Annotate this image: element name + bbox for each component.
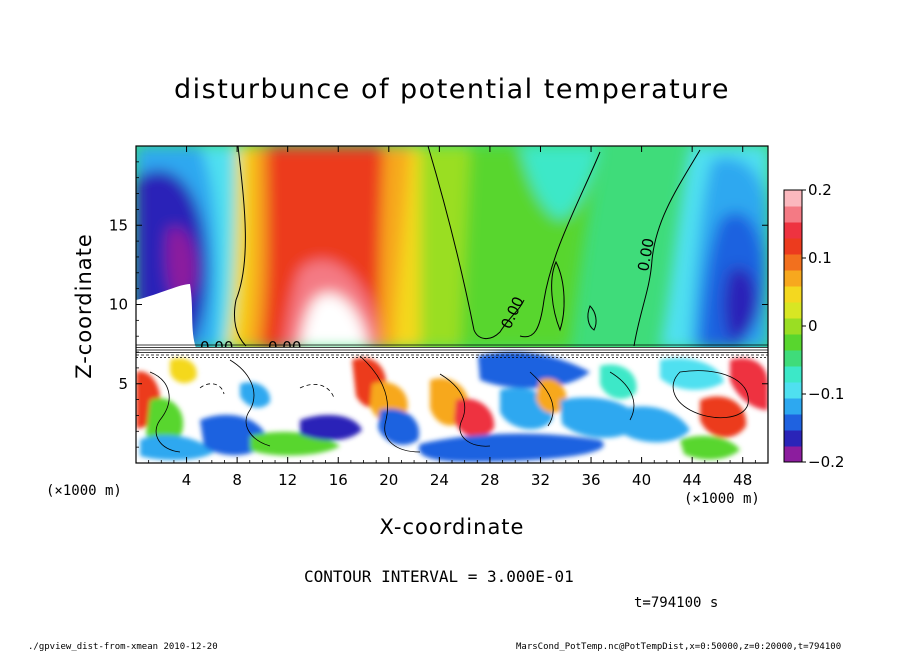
- lower-contour-2: [229, 359, 271, 447]
- blob-l: [478, 351, 590, 389]
- x-tick-label: 4: [182, 471, 192, 489]
- x-tick-label: 48: [733, 471, 752, 489]
- lower-field: [136, 347, 768, 463]
- x-tick-label: 24: [430, 471, 449, 489]
- colorbar-tick-label: 0.2: [808, 181, 832, 199]
- colorbar-swatch: [784, 398, 802, 415]
- footer-file-info: MarsCond_PotTemp.nc@PotTempDist,x=0:5000…: [516, 642, 842, 652]
- blob-v: [680, 435, 740, 460]
- colorbar-swatch: [784, 206, 802, 223]
- blob-i: [378, 408, 420, 445]
- blob-w: [240, 382, 271, 408]
- blob-k: [454, 398, 495, 438]
- x-axis: 4 8 12 16 20 24 28 32 36 40 44 48: [148, 146, 756, 489]
- colorbar-swatch: [784, 190, 802, 207]
- blob-q: [600, 364, 637, 399]
- x-tick-label: 36: [581, 471, 600, 489]
- blob-f: [300, 415, 362, 441]
- field-right-dark-blue: [724, 267, 759, 340]
- blob-r: [620, 406, 690, 443]
- blob-c: [140, 435, 214, 461]
- colorbar-swatch: [784, 446, 802, 463]
- lower-contours: [149, 355, 749, 453]
- upper-field: [136, 146, 768, 348]
- colorbar-tick-label: −0.1: [808, 385, 844, 403]
- lower-contour-4: [439, 373, 491, 447]
- colorbar-swatch: [784, 382, 802, 399]
- blob-x: [170, 358, 197, 384]
- x-tick-label: 12: [278, 471, 297, 489]
- lower-contour-dashed-1: [199, 383, 225, 395]
- contour-line-left: [233, 146, 247, 347]
- colorbar: 0.2 0.1 0 −0.1 −0.2: [783, 181, 844, 471]
- blob-o: [418, 433, 604, 462]
- x-tick-label: 28: [480, 471, 499, 489]
- y-tick-label: 15: [109, 216, 128, 234]
- colorbar-swatch: [784, 414, 802, 431]
- footer-script-info: ./gpview_dist-from-xmean 2010-12-20: [28, 642, 218, 652]
- x-tick-label: 32: [531, 471, 550, 489]
- contour-line-center-left: [427, 146, 525, 339]
- field-left-purple: [166, 227, 196, 300]
- contour-line-center-right: [519, 151, 601, 338]
- field-teal-top: [520, 146, 600, 220]
- colorbar-swatch: [784, 350, 802, 367]
- field-warm-white: [300, 292, 368, 348]
- colorbar-swatch: [784, 254, 802, 271]
- colorbar-swatch: [784, 222, 802, 239]
- x-axis-label: X-coordinate: [379, 515, 525, 539]
- blob-b: [146, 398, 184, 447]
- lower-contour-5: [529, 371, 554, 427]
- colorbar-swatch: [784, 238, 802, 255]
- colorbar-tick-label: −0.2: [808, 453, 844, 471]
- colorbar-swatch: [784, 318, 802, 335]
- upper-contours: [233, 146, 701, 347]
- contour-loop-2: [587, 305, 597, 331]
- x-tick-label: 20: [379, 471, 398, 489]
- y-axis: 5 10 15: [109, 161, 768, 448]
- colorbar-tick-label: 0.1: [808, 249, 832, 267]
- colorbar-swatch: [784, 334, 802, 351]
- blob-t: [700, 396, 747, 438]
- colorbar-swatch: [784, 430, 802, 447]
- field-left-white-patch: [136, 284, 196, 348]
- lower-contour-dashed-2: [299, 384, 335, 399]
- colorbar-swatch: [784, 286, 802, 303]
- contour-loop-1: [551, 260, 565, 332]
- time-stamp: t=794100 s: [634, 595, 719, 611]
- colorbar-tick-label: 0: [808, 317, 818, 335]
- contour-line-right: [633, 149, 701, 347]
- x-unit-label-right: (×1000 m): [684, 491, 760, 507]
- chart-title: disturbunce of potential temperature: [174, 74, 730, 105]
- lower-contour-6: [609, 371, 635, 421]
- lower-contour-1: [149, 371, 181, 453]
- contour-interval-note: CONTOUR INTERVAL = 3.000E-01: [304, 567, 574, 586]
- lower-contour-3: [359, 355, 421, 453]
- y-tick-label: 10: [109, 296, 128, 314]
- x-tick-label: 40: [632, 471, 651, 489]
- contour-label-3: 0.00: [634, 237, 658, 273]
- x-unit-label-left: (×1000 m): [46, 483, 122, 499]
- blob-s: [660, 358, 724, 390]
- interface-contour-band: [136, 344, 768, 358]
- colorbar-swatch: [784, 366, 802, 383]
- x-tick-label: 44: [683, 471, 702, 489]
- x-tick-label: 8: [232, 471, 242, 489]
- x-tick-label: 16: [329, 471, 348, 489]
- lower-contour-7: [672, 370, 749, 419]
- colorbar-swatch: [784, 302, 802, 319]
- blob-u: [730, 358, 768, 410]
- colorbar-swatch: [784, 270, 802, 287]
- y-tick-label: 5: [118, 375, 128, 393]
